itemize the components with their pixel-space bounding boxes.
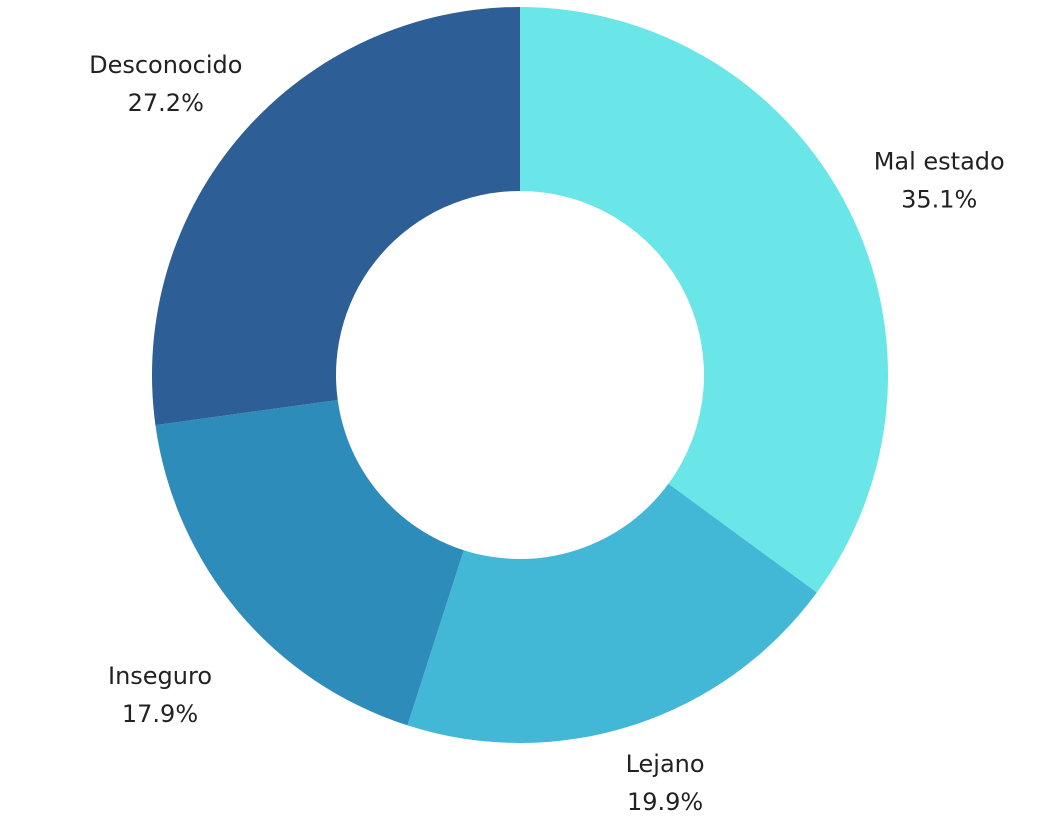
slice-value-label: 19.9% [627, 788, 703, 816]
slice-value-label: 35.1% [901, 185, 977, 213]
slice-label: Mal estado [874, 147, 1005, 175]
slice-label: Inseguro [108, 662, 212, 690]
donut-slice [407, 483, 817, 743]
donut-slice [155, 400, 464, 726]
slice-label: Lejano [626, 750, 705, 778]
slice-label: Desconocido [89, 51, 242, 79]
slice-value-label: 17.9% [122, 700, 198, 728]
donut-slice [151, 7, 520, 426]
slice-value-label: 27.2% [128, 89, 204, 117]
donut-slice [520, 7, 888, 593]
